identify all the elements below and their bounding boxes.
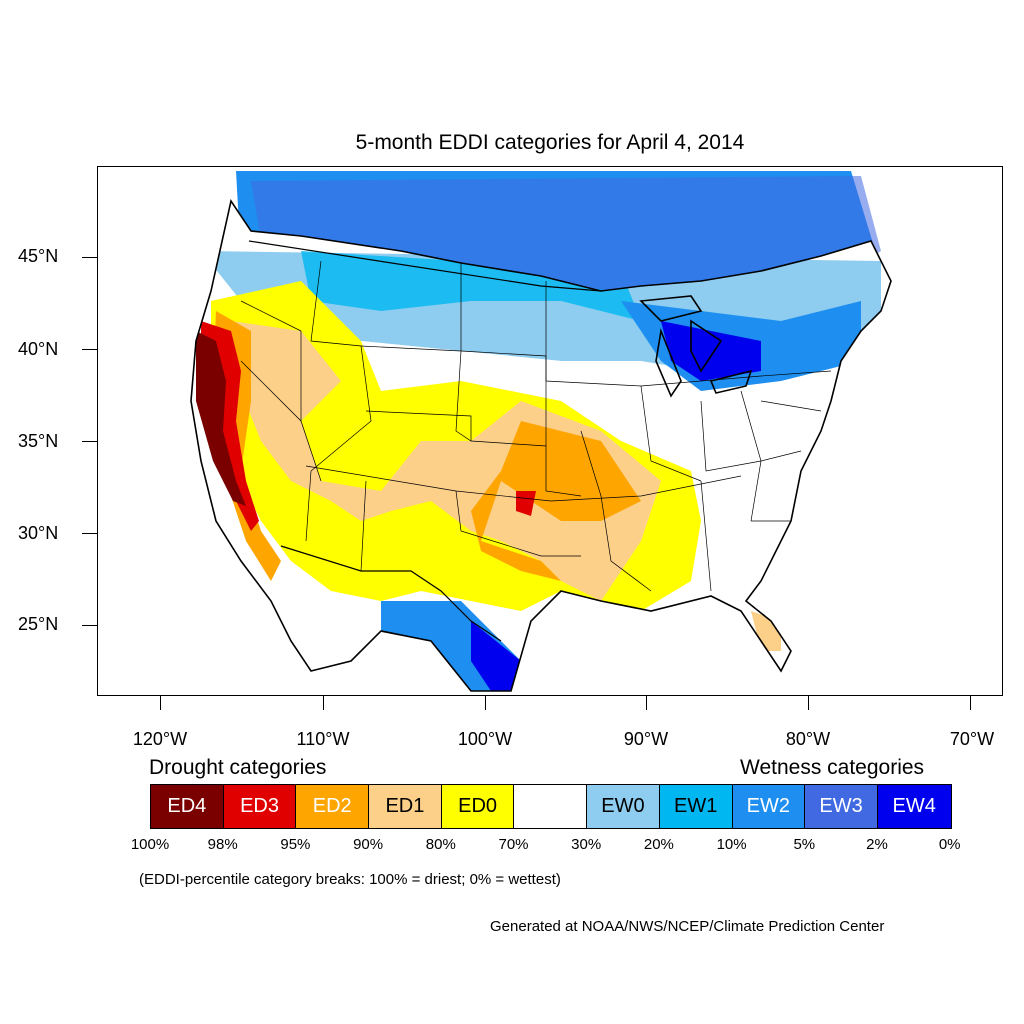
break-label: 95% — [280, 836, 311, 853]
drought-categories-title: Drought categories — [149, 756, 327, 779]
lat-tick-25 — [82, 625, 97, 626]
lat-tick-40 — [82, 349, 97, 350]
break-label: 80% — [425, 836, 456, 853]
map-title: 5-month EDDI categories for April 4, 201… — [355, 131, 745, 154]
legend-box-ew0: EW0 — [587, 785, 660, 828]
break-label: 2% — [866, 836, 888, 853]
lon-label-80: 80°W — [785, 729, 831, 749]
eddi-map — [97, 166, 1003, 696]
legend-box-neutral — [514, 785, 588, 828]
break-label: 100% — [130, 836, 170, 853]
legend-box-ed2: ED2 — [296, 785, 370, 828]
break-label: 30% — [571, 836, 602, 853]
break-label: 70% — [498, 836, 529, 853]
legend-box-ew4: EW4 — [877, 785, 951, 828]
break-label: 20% — [643, 836, 674, 853]
lat-tick-30 — [82, 533, 97, 534]
legend-box-ed1: ED1 — [369, 785, 442, 828]
lon-tick-90 — [646, 696, 647, 710]
lon-label-100: 100°W — [457, 729, 513, 749]
legend-box-ed4: ED4 — [151, 785, 224, 828]
lon-tick-80 — [808, 696, 809, 710]
break-label: 0% — [938, 836, 961, 853]
legend-box-ew3: EW3 — [805, 785, 878, 828]
category-note: (EDDI-percentile category breaks: 100% =… — [139, 871, 561, 888]
lon-tick-70 — [970, 696, 971, 710]
lon-tick-120 — [160, 696, 161, 710]
break-label: 10% — [716, 836, 747, 853]
lon-tick-110 — [323, 696, 324, 710]
us-mexico-border — [280, 545, 502, 642]
lon-label-90: 90°W — [623, 729, 669, 749]
lat-tick-45 — [82, 257, 97, 258]
category-legend: ED4 ED3 ED2 ED1 ED0 EW0 EW1 EW2 EW3 EW4 — [150, 784, 952, 829]
lat-label-45: 45°N — [18, 246, 59, 266]
lon-label-70: 70°W — [949, 729, 995, 749]
great-lakes — [639, 295, 753, 398]
lat-tick-35 — [82, 441, 97, 442]
map-canvas — [190, 171, 892, 692]
break-label: 90% — [353, 836, 384, 853]
lon-tick-100 — [485, 696, 486, 710]
legend-box-ew1: EW1 — [659, 785, 733, 828]
state-lines — [240, 260, 832, 592]
lat-label-35: 35°N — [18, 431, 59, 451]
break-label: 98% — [207, 836, 238, 853]
legend-box-ed3: ED3 — [223, 785, 297, 828]
legend-box-ed0: ED0 — [441, 785, 515, 828]
lon-label-110: 110°W — [296, 729, 350, 749]
lat-label-30: 30°N — [18, 523, 59, 543]
lon-label-120: 120°W — [132, 729, 188, 749]
credit-line: Generated at NOAA/NWS/NCEP/Climate Predi… — [490, 918, 885, 935]
lat-label-25: 25°N — [18, 614, 59, 634]
legend-box-ew2: EW2 — [732, 785, 806, 828]
lat-label-40: 40°N — [18, 339, 59, 359]
coastline — [190, 198, 892, 692]
us-canada-border — [248, 240, 602, 292]
wetness-categories-title: Wetness categories — [740, 756, 925, 779]
break-label: 5% — [793, 836, 816, 853]
